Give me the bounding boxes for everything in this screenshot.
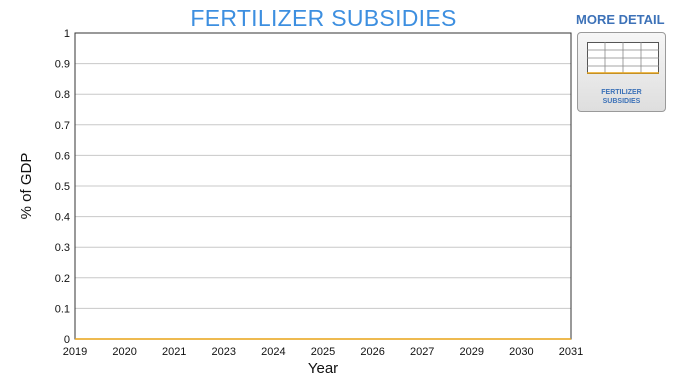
x-tick-labels: 2019 2020 2021 2023 2024 2025 2026 2027 2029 2030… — [63, 346, 583, 358]
y-tick-labels: 0 0.1 0.2 0.3 0.4 0.5 0.6 0.7 0.8 0.9 1 — [55, 28, 70, 346]
y-tick-label: 0.9 — [55, 59, 70, 71]
more-detail-label: MORE DETAIL — [576, 12, 665, 27]
x-tick-label: 2025 — [311, 346, 335, 358]
y-tick-label: 0.4 — [55, 212, 70, 224]
more-detail-card-label: FERTILIZER SUBSIDIES — [582, 88, 661, 106]
x-tick-label: 2031 — [559, 346, 583, 358]
table-icon — [587, 42, 659, 74]
y-axis-label: % of GDP — [18, 153, 35, 220]
x-tick-label: 2026 — [360, 346, 384, 358]
more-detail-card-button[interactable]: FERTILIZER SUBSIDIES — [577, 32, 666, 112]
x-tick-label: 2021 — [162, 346, 186, 358]
x-tick-label: 2027 — [410, 346, 434, 358]
x-tick-label: 2024 — [261, 346, 285, 358]
chart-title: FERTILIZER SUBSIDIES — [190, 5, 457, 31]
card-label-line-1: FERTILIZER — [601, 89, 642, 96]
y-tick-label: 1 — [64, 28, 70, 40]
gridlines — [75, 63, 571, 309]
x-tick-label: 2023 — [212, 346, 236, 358]
y-tick-label: 0.7 — [55, 120, 70, 132]
y-tick-label: 0.2 — [55, 273, 70, 285]
x-tick-label: 2020 — [112, 346, 136, 358]
y-tick-label: 0 — [64, 334, 70, 346]
y-tick-label: 0.8 — [55, 89, 70, 101]
x-axis-label: Year — [308, 360, 338, 376]
x-tick-label: 2030 — [509, 346, 533, 358]
y-tick-label: 0.3 — [55, 242, 70, 254]
x-tick-label: 2029 — [460, 346, 484, 358]
y-tick-label: 0.6 — [55, 150, 70, 162]
y-tick-label: 0.5 — [55, 181, 70, 193]
card-label-line-2: SUBSIDIES — [602, 98, 641, 105]
x-tick-label: 2019 — [63, 346, 87, 358]
y-tick-label: 0.1 — [55, 303, 70, 315]
